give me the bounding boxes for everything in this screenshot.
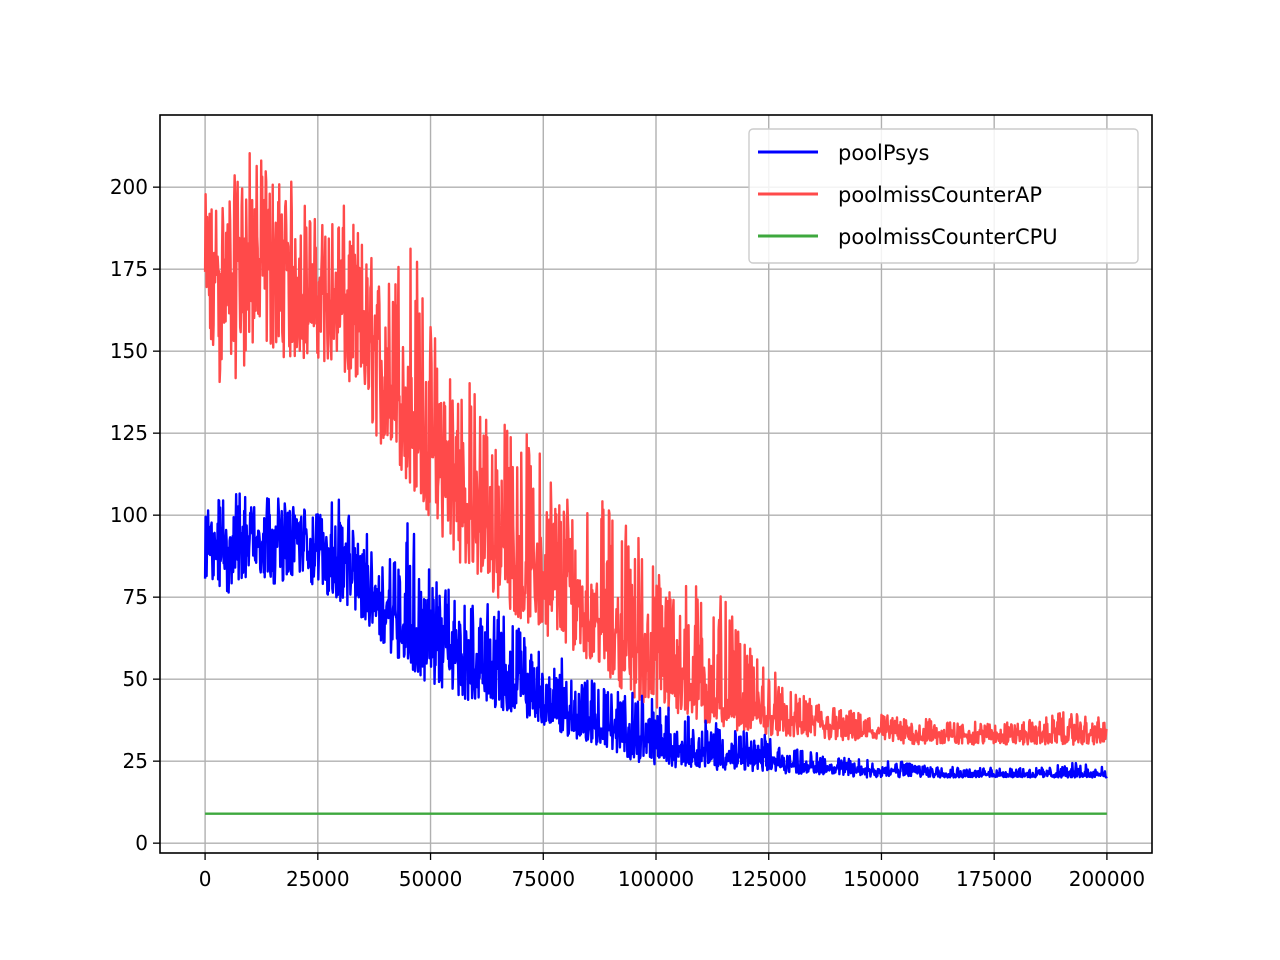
y-tick-label: 25 bbox=[123, 749, 148, 773]
y-tick-label: 100 bbox=[110, 503, 148, 527]
y-tick-label: 200 bbox=[110, 175, 148, 199]
x-tick-label: 150000 bbox=[843, 867, 919, 891]
y-tick-label: 0 bbox=[135, 831, 148, 855]
legend: poolPsys poolmissCounterAP poolmissCounter… bbox=[748, 128, 1139, 264]
legend-label: poolPsys bbox=[838, 141, 929, 165]
x-tick-label: 125000 bbox=[731, 867, 807, 891]
x-tick-label: 0 bbox=[199, 867, 212, 891]
y-tick-label: 150 bbox=[110, 339, 148, 363]
x-tick-label: 175000 bbox=[956, 867, 1032, 891]
y-tick-label: 175 bbox=[110, 257, 148, 281]
legend-box bbox=[748, 128, 1139, 264]
x-tick-label: 75000 bbox=[511, 867, 575, 891]
y-tick-label: 50 bbox=[123, 667, 148, 691]
plot-area bbox=[203, 152, 1108, 815]
legend-label: poolmissCounterAP bbox=[838, 183, 1042, 207]
x-tick-label: 200000 bbox=[1069, 867, 1145, 891]
series-line-poolmissCounterAP bbox=[203, 152, 1108, 746]
x-tick-label: 25000 bbox=[286, 867, 350, 891]
axes-ticks: 0 25000 50000 75000 100000 125000 150000 175000… bbox=[110, 175, 1145, 891]
series-line-poolPsys bbox=[203, 492, 1108, 779]
y-tick-label: 75 bbox=[123, 585, 148, 609]
x-tick-label: 50000 bbox=[399, 867, 463, 891]
x-tick-label: 100000 bbox=[618, 867, 694, 891]
legend-label: poolmissCounterCPU bbox=[838, 225, 1058, 249]
y-tick-label: 125 bbox=[110, 421, 148, 445]
